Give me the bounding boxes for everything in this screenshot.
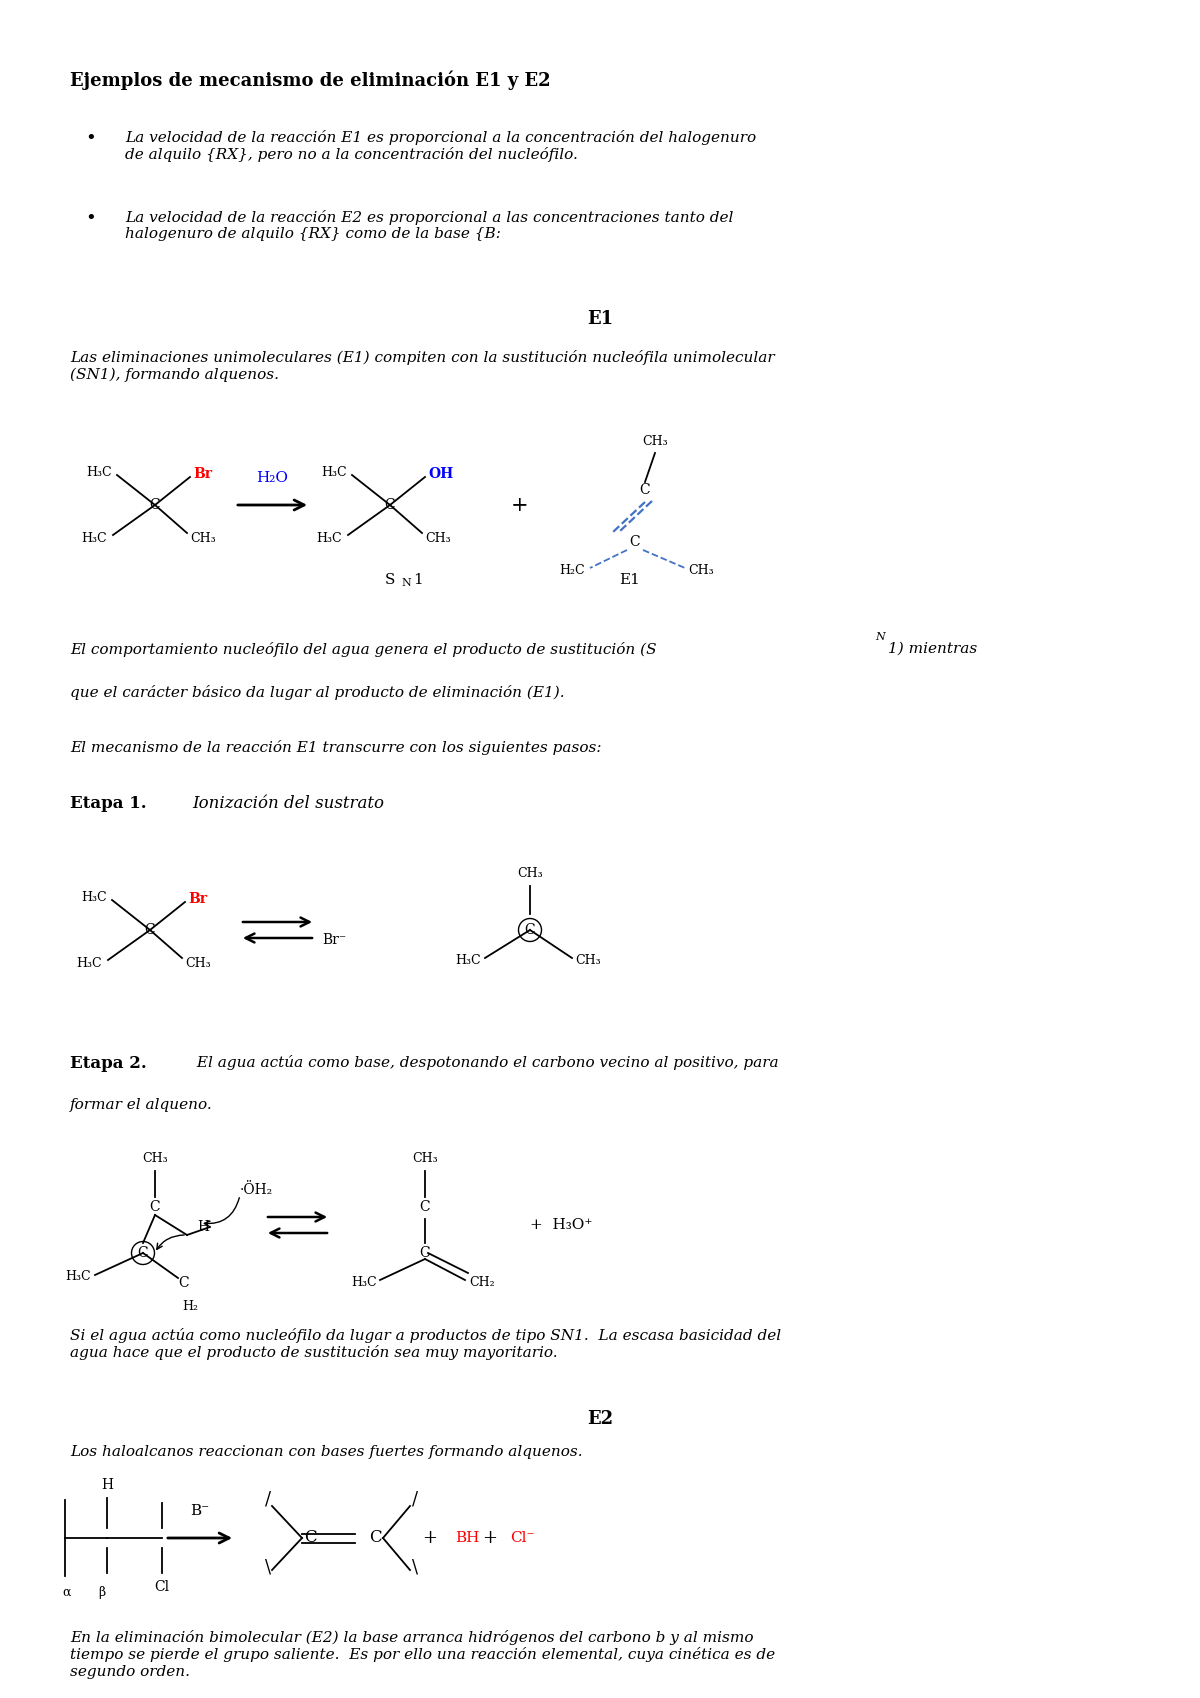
- Text: OH: OH: [428, 467, 454, 481]
- Text: •: •: [85, 211, 96, 228]
- Text: H: H: [101, 1477, 113, 1493]
- Text: N: N: [875, 632, 884, 642]
- Text: C: C: [178, 1275, 188, 1290]
- Text: E1: E1: [587, 311, 613, 328]
- Text: H₂C: H₂C: [559, 564, 586, 577]
- Text: En la eliminación bimolecular (E2) la base arranca hidrógenos del carbono b y al: En la eliminación bimolecular (E2) la ba…: [70, 1630, 775, 1679]
- Text: C: C: [150, 498, 161, 513]
- Text: 1: 1: [413, 572, 422, 588]
- Text: C: C: [420, 1246, 431, 1260]
- Text: B⁻: B⁻: [191, 1504, 210, 1518]
- Text: H₃C: H₃C: [65, 1270, 91, 1284]
- Text: CH₃: CH₃: [425, 531, 451, 545]
- Text: C: C: [630, 535, 641, 548]
- Text: H₃C: H₃C: [322, 465, 347, 479]
- Text: C: C: [385, 498, 395, 513]
- Text: Etapa 2.: Etapa 2.: [70, 1054, 146, 1071]
- Text: Br: Br: [193, 467, 212, 481]
- Text: C: C: [150, 1200, 161, 1214]
- Text: α: α: [62, 1586, 71, 1600]
- Text: +: +: [482, 1528, 498, 1547]
- Text: /: /: [412, 1491, 418, 1510]
- Text: H₃C: H₃C: [455, 954, 481, 966]
- Text: CH₃: CH₃: [642, 435, 668, 448]
- Text: CH₂: CH₂: [469, 1277, 494, 1289]
- Text: H₃C: H₃C: [86, 465, 112, 479]
- Text: S: S: [385, 572, 395, 588]
- Text: que el carácter básico da lugar al producto de eliminación (E1).: que el carácter básico da lugar al produ…: [70, 684, 565, 700]
- Text: CH₃: CH₃: [190, 531, 216, 545]
- Text: H₃C: H₃C: [352, 1277, 377, 1289]
- Text: H₃C: H₃C: [317, 531, 342, 545]
- Text: La velocidad de la reacción E1 es proporcional a la concentración del halogenuro: La velocidad de la reacción E1 es propor…: [125, 131, 756, 163]
- Text: CH₃: CH₃: [185, 956, 211, 970]
- Text: BH: BH: [455, 1532, 479, 1545]
- Text: CH₃: CH₃: [688, 564, 714, 577]
- Text: CH₃: CH₃: [142, 1151, 168, 1165]
- Text: \: \: [265, 1559, 271, 1577]
- Text: H₃C: H₃C: [77, 956, 102, 970]
- Text: β: β: [98, 1586, 106, 1600]
- Text: +: +: [422, 1528, 438, 1547]
- Text: /: /: [265, 1491, 271, 1510]
- Text: C: C: [304, 1530, 317, 1547]
- Text: \: \: [412, 1559, 418, 1577]
- Text: Etapa 1.: Etapa 1.: [70, 795, 146, 812]
- Text: El mecanismo de la reacción E1 transcurre con los siguientes pasos:: El mecanismo de la reacción E1 transcurr…: [70, 740, 601, 756]
- Text: ·ÖH₂: ·ÖH₂: [240, 1184, 274, 1197]
- Text: H₂O: H₂O: [256, 470, 288, 486]
- Text: C: C: [368, 1530, 382, 1547]
- Text: Br⁻: Br⁻: [322, 932, 347, 947]
- Text: Br: Br: [188, 891, 208, 907]
- Text: Las eliminaciones unimoleculares (E1) compiten con la sustitución nucleófila uni: Las eliminaciones unimoleculares (E1) co…: [70, 350, 775, 382]
- Text: La velocidad de la reacción E2 es proporcional a las concentraciones tanto del
h: La velocidad de la reacción E2 es propor…: [125, 211, 733, 241]
- Text: E2: E2: [587, 1409, 613, 1428]
- Text: El agua actúa como base, despotonando el carbono vecino al positivo, para: El agua actúa como base, despotonando el…: [192, 1054, 779, 1070]
- Text: E1: E1: [619, 572, 641, 588]
- Text: Cl⁻: Cl⁻: [510, 1532, 534, 1545]
- Text: H₂: H₂: [182, 1301, 198, 1313]
- Text: C: C: [640, 482, 650, 498]
- Text: El comportamiento nucleófilo del agua genera el producto de sustitución (S: El comportamiento nucleófilo del agua ge…: [70, 642, 656, 657]
- Text: H: H: [197, 1219, 209, 1234]
- Text: •: •: [85, 131, 96, 148]
- Text: Los haloalcanos reaccionan con bases fuertes formando alquenos.: Los haloalcanos reaccionan con bases fue…: [70, 1445, 583, 1459]
- Text: 1) mientras: 1) mientras: [888, 642, 977, 655]
- Text: Cl: Cl: [155, 1581, 169, 1594]
- Text: formar el alqueno.: formar el alqueno.: [70, 1099, 212, 1112]
- Text: Si el agua actúa como nucleófilo da lugar a productos de tipo SN1.  La escasa ba: Si el agua actúa como nucleófilo da luga…: [70, 1328, 781, 1360]
- Text: N: N: [401, 577, 410, 588]
- Text: C: C: [138, 1246, 149, 1260]
- Text: CH₃: CH₃: [517, 868, 542, 880]
- Text: C: C: [145, 924, 155, 937]
- Text: C: C: [524, 924, 535, 937]
- Text: H₃C: H₃C: [82, 531, 107, 545]
- Text: Ejemplos de mecanismo de eliminación E1 y E2: Ejemplos de mecanismo de eliminación E1 …: [70, 70, 551, 90]
- Text: C: C: [420, 1200, 431, 1214]
- Text: +: +: [511, 496, 529, 514]
- Text: +  H₃O⁺: + H₃O⁺: [530, 1217, 593, 1233]
- Text: CH₃: CH₃: [412, 1151, 438, 1165]
- Text: CH₃: CH₃: [575, 954, 601, 966]
- Text: Ionización del sustrato: Ionización del sustrato: [192, 795, 384, 812]
- Text: H₃C: H₃C: [82, 890, 107, 903]
